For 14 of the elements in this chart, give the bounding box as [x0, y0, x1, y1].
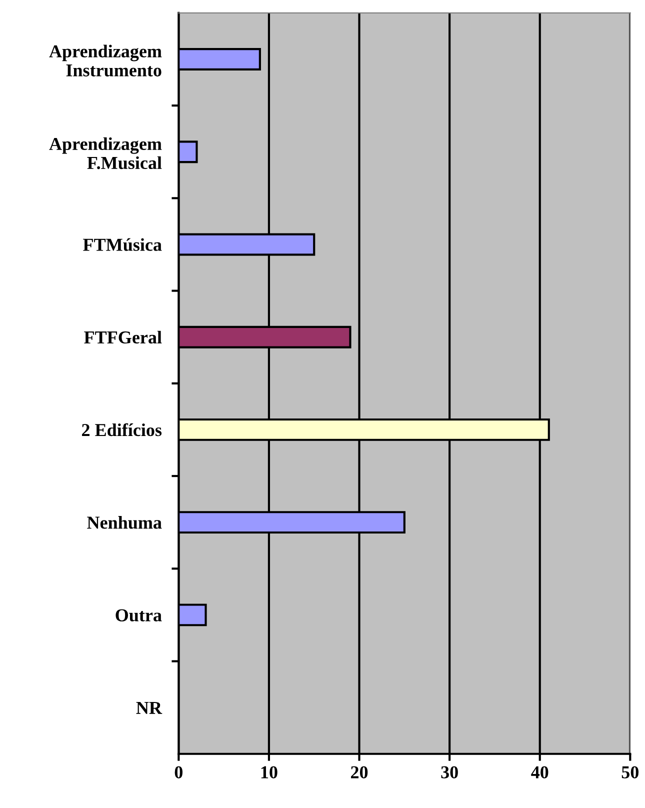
- y-tick-label: 2 Edifícios: [82, 423, 162, 436]
- y-tick-label: FTMúsica: [83, 238, 162, 251]
- y-tick-label: Outra: [116, 609, 162, 622]
- x-tick-label: 20: [350, 766, 368, 778]
- y-tick-label: FTFGeral: [84, 330, 162, 344]
- x-tick-label: 40: [531, 766, 548, 778]
- x-tick-label: 0: [174, 766, 182, 778]
- y-tick-label: Aprendizagem F.Musical: [49, 137, 162, 170]
- y-tick-label: Aprendizagem Instrumento: [49, 44, 162, 76]
- y-tick-label: Nenhuma: [87, 516, 162, 529]
- x-tick-label: 50: [622, 766, 639, 778]
- x-tick-label: 10: [261, 766, 278, 778]
- y-tick-label: NR: [136, 702, 162, 714]
- x-tick-label: 30: [441, 766, 458, 778]
